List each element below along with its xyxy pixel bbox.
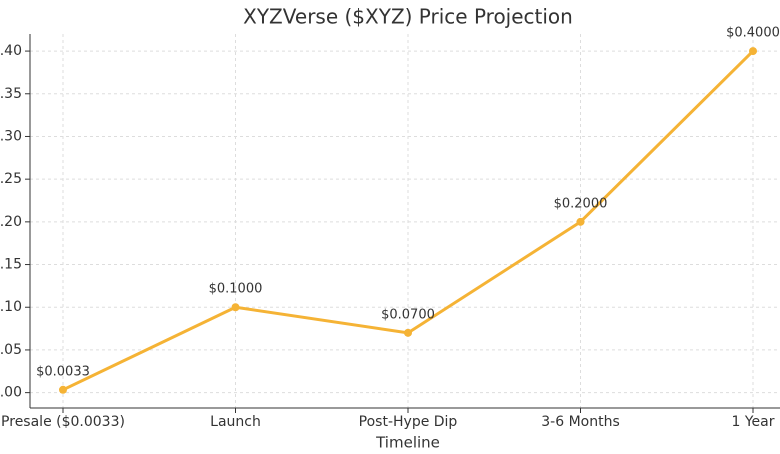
y-tick-label: 0.25 [0,171,22,187]
y-tick-label: 0.35 [0,86,22,102]
x-tick-label: 1 Year [732,414,775,430]
chart-title: XYZVerse ($XYZ) Price Projection [243,5,573,29]
x-axis-label: Timeline [375,434,440,452]
x-tick-label: Presale ($0.0033) [1,414,125,430]
y-tick-label: 0.05 [0,342,22,358]
x-tick-label: 3-6 Months [541,414,620,430]
value-label: $0.0033 [36,364,90,379]
y-tick-label: 0.00 [0,385,22,401]
y-tick-label: 0.10 [0,299,22,315]
point [59,385,67,394]
x-tick-label: Post-Hype Dip [359,414,458,430]
y-tick-label: 0.30 [0,128,22,144]
value-label: $0.2000 [554,196,608,211]
value-label: $0.0700 [381,307,435,322]
x-tick-label: Launch [210,414,261,430]
point [749,47,757,56]
point [576,217,585,226]
value-label: $0.1000 [209,282,263,297]
value-label: $0.4000 [726,26,780,41]
point [404,328,412,337]
y-tick-label: 0.40 [0,43,22,59]
y-tick-label: 0.20 [0,214,22,230]
point [231,303,240,312]
y-tick-label: 0.15 [0,257,22,273]
